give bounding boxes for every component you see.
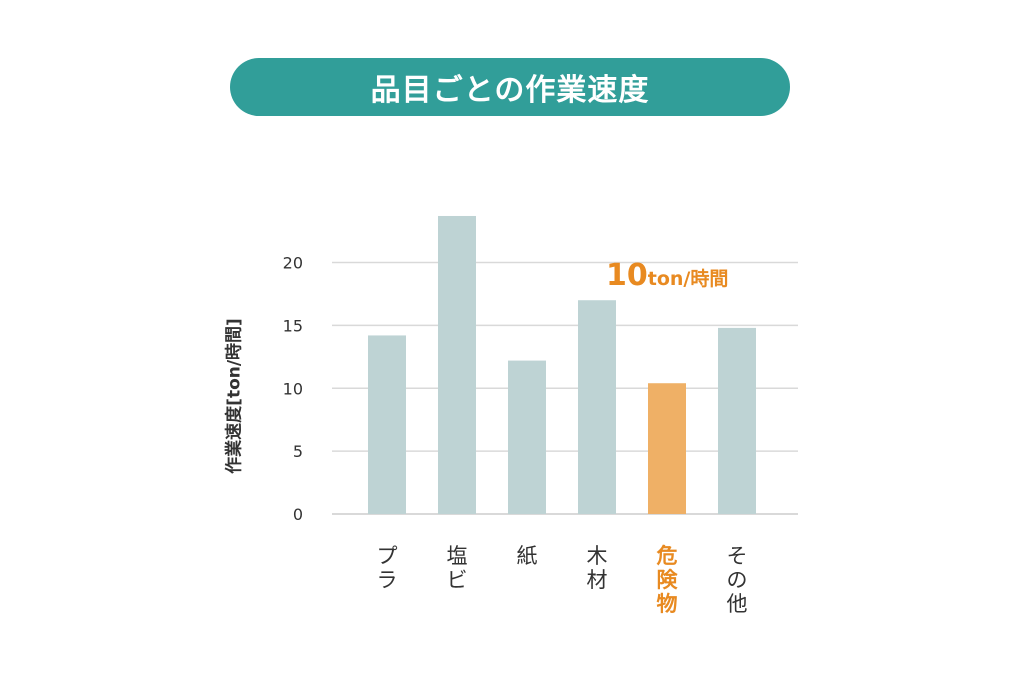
annotation-value: 10 <box>606 258 648 293</box>
y-axis-label: 作業速度[ton/時間] <box>224 318 245 474</box>
x-tick-label: プラ <box>376 544 398 592</box>
y-tick-label: 10 <box>283 379 303 398</box>
y-tick-label: 15 <box>283 316 303 335</box>
bar-紙 <box>508 360 546 514</box>
x-tick-label: 紙 <box>516 544 538 568</box>
bar-その他 <box>718 327 756 514</box>
y-tick-label: 0 <box>293 505 303 524</box>
chart-title: 品目ごとの作業速度 <box>370 73 650 108</box>
annotation-unit: ton/時間 <box>647 268 729 290</box>
x-tick-label: 塩ビ <box>446 544 468 592</box>
x-tick-label: 危険物 <box>656 544 678 616</box>
bar-木材 <box>578 300 616 514</box>
x-tick-label: 木材 <box>586 544 608 592</box>
bar-危険物 <box>648 383 686 514</box>
chart-title-banner: 品目ごとの作業速度 <box>230 58 790 116</box>
y-tick-label: 20 <box>283 254 303 273</box>
x-tick-label: その他 <box>726 544 748 616</box>
bar-プラ <box>368 335 406 514</box>
y-tick-label: 5 <box>293 442 303 461</box>
highlight-annotation: 10ton/時間 <box>606 258 728 293</box>
bar-塩ビ <box>438 215 476 514</box>
